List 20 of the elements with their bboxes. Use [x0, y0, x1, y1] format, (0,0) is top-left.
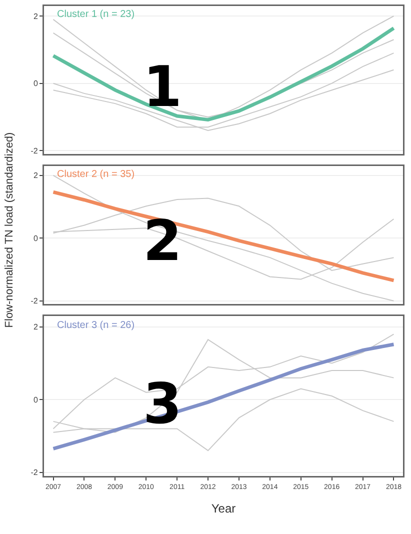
y-tick-label: 0 [33, 234, 38, 243]
line-series [52, 52, 394, 128]
y-axis-title: Flow-normalized TN load (standardized) [4, 132, 16, 328]
line-series [52, 190, 396, 282]
x-axis-title: Year [211, 502, 236, 516]
y-tick-label: 0 [33, 79, 38, 88]
chart-title: Cluster 2 (n = 35) [57, 169, 135, 180]
line-series [52, 342, 396, 450]
chart-title: Cluster 3 (n = 26) [57, 320, 135, 331]
y-tick-label: 2 [33, 171, 38, 180]
chart-title: Cluster 1 (n = 23) [57, 9, 135, 20]
y-tick-label: 2 [33, 12, 38, 21]
y-tick-label: 2 [33, 322, 38, 332]
annotation: 2 [143, 209, 182, 274]
annotation: 3 [143, 372, 182, 437]
y-tick-label: 0 [33, 395, 38, 404]
annotation: 1 [143, 55, 182, 120]
y-tick-label: -2 [30, 296, 38, 306]
y-tick-label: -2 [30, 468, 38, 478]
y-tick-label: -2 [30, 146, 38, 156]
